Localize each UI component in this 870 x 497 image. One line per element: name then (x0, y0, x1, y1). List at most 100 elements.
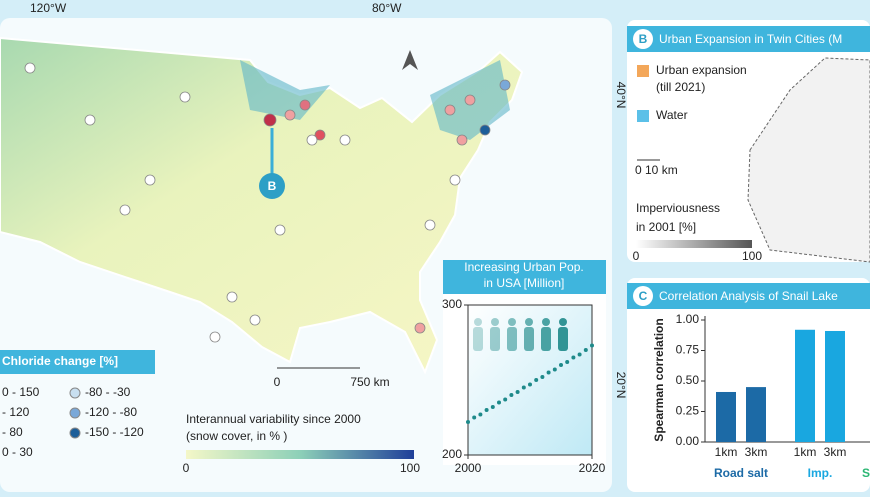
site (84, 114, 96, 126)
lon-label: 80°W (372, 1, 402, 15)
bar (746, 387, 766, 442)
y-tick-label: 300 (442, 297, 462, 311)
legend-text: (till 2021) (656, 80, 705, 94)
data-point (528, 382, 532, 387)
sites (24, 62, 511, 343)
legend-text: -80 - -30 (85, 385, 131, 399)
legend-dot (69, 387, 81, 399)
panel-b-header (627, 26, 870, 52)
data-point (571, 355, 576, 360)
panel-letter: B (639, 32, 648, 46)
x-tick-label: 3km (824, 445, 847, 459)
site (424, 219, 436, 231)
person-icon (507, 327, 517, 351)
panel-title: Urban Expansion in Twin Cities (M (659, 32, 842, 46)
lon-label: 120°W (30, 1, 67, 15)
colorbar-title: (snow cover, in % ) (186, 429, 287, 443)
data-point (590, 343, 594, 348)
data-point (484, 408, 489, 412)
twin-cities-map (747, 57, 870, 263)
legend-dot (69, 427, 81, 439)
site (339, 134, 351, 146)
legend-text: Urban expansion (656, 63, 747, 77)
site (456, 134, 468, 146)
data-point (478, 412, 483, 417)
colorbar-tick: 100 (742, 249, 762, 263)
site (144, 174, 156, 186)
data-point (577, 352, 582, 357)
site (249, 314, 261, 326)
legend-text: -150 - -120 (85, 425, 144, 439)
scale-label: 0 10 km (635, 163, 678, 177)
data-point (497, 400, 501, 405)
group-label: S (862, 466, 870, 480)
site (499, 79, 511, 91)
north-arrow (402, 50, 418, 70)
legend-title: Chloride change [%] (2, 354, 118, 368)
site (444, 104, 456, 116)
colorbar-tick: 0 (633, 249, 640, 263)
person-icon (473, 327, 483, 351)
site (284, 109, 296, 121)
bar (716, 391, 736, 442)
legend-swatch (637, 65, 649, 77)
person-icon (491, 318, 499, 326)
marker-label: B (268, 179, 277, 193)
x-tick-label: 2000 (455, 461, 482, 475)
scale-label: 0 (274, 375, 281, 389)
panel-c-header (627, 283, 870, 309)
legend-text: Water (656, 108, 688, 122)
person-icon (542, 318, 550, 326)
data-point (546, 370, 551, 375)
data-point (583, 348, 588, 352)
colorbar-title: Imperviousness (636, 201, 720, 215)
data-point (472, 415, 477, 420)
person-icon (559, 318, 567, 326)
group-label: Imp. (808, 466, 833, 480)
person-icon (524, 327, 534, 351)
data-point (466, 420, 470, 424)
person-icon (474, 318, 482, 326)
site (226, 291, 238, 303)
legend-text: 0 - 150 (2, 385, 40, 399)
person-icon (508, 318, 516, 326)
site (449, 174, 461, 186)
x-tick-label: 2020 (579, 461, 606, 475)
y-axis-label: Spearman correlation (652, 318, 666, 441)
legend-text: 0 - 30 (2, 445, 33, 459)
data-point (521, 385, 526, 390)
colorbar-tick: 100 (400, 461, 420, 475)
legend-text: - 120 (2, 405, 30, 419)
chloride-legend: 0 - 150 - 120 - 80 0 - 30 -80 - -30 -120 - -8… (2, 385, 144, 459)
chart-subtitle: in USA [Million] (484, 276, 565, 290)
site (414, 322, 426, 334)
person-icon (558, 327, 568, 351)
scale-label: 750 km (350, 375, 389, 389)
data-point (503, 397, 508, 402)
site (209, 331, 221, 343)
site (314, 129, 326, 141)
legend-text: -120 - -80 (85, 405, 137, 419)
colorbar (186, 450, 414, 459)
lat-label: 20°N (614, 372, 628, 399)
x-tick-label: 1km (794, 445, 817, 459)
y-tick-label: 200 (442, 447, 462, 461)
data-point (515, 390, 520, 394)
y-tick-label: 0.50 (676, 373, 700, 387)
panel-letter: C (639, 289, 648, 303)
y-tick-label: 0.75 (676, 343, 700, 357)
group-label: Road salt (714, 466, 768, 480)
colorbar-title: in 2001 [%] (636, 220, 696, 234)
data-point (534, 378, 539, 382)
data-point (552, 367, 557, 372)
y-tick-label: 0.25 (676, 404, 700, 418)
colorbar-title: Interannual variability since 2000 (186, 412, 361, 426)
legend-header (0, 350, 155, 374)
pop-header (443, 260, 606, 294)
snow-hotspot (240, 60, 510, 140)
bar (795, 329, 815, 442)
chart-title: Increasing Urban Pop. (464, 260, 583, 274)
site (179, 91, 191, 103)
chart-title: Correlation Analysis of Snail Lake (659, 289, 838, 303)
